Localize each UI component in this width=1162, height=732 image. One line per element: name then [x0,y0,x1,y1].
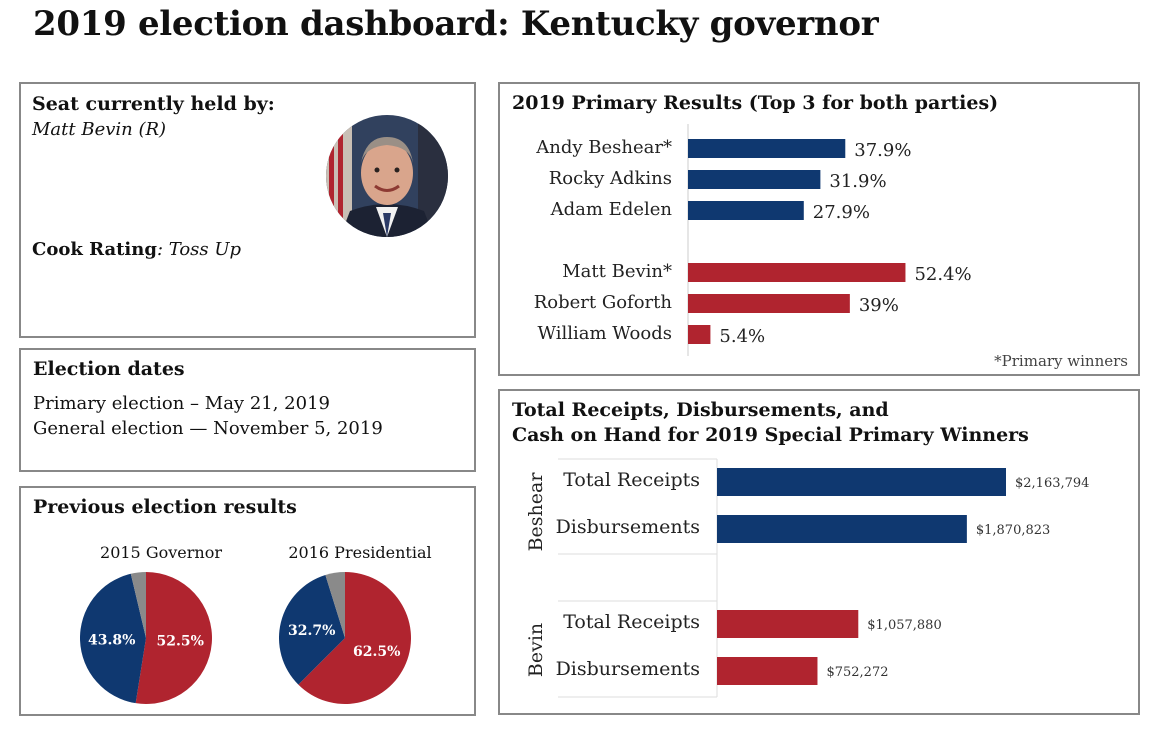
primary-panel: 2019 Primary Results (Top 3 for both par… [498,82,1140,376]
pie-slice-label: 52.5% [157,634,204,650]
bar-category-label: Disbursements [556,658,700,680]
bar-category-label: Total Receipts [563,469,700,491]
cook-rating: Cook Rating: Toss Up [32,239,241,260]
bar-dem [688,139,846,158]
seat-holder: Matt Bevin (R) [32,119,167,140]
bar-dem [717,468,1006,496]
bar-value-label: $1,870,823 [976,523,1050,538]
bar-dem [688,201,804,220]
previous-heading: Previous election results [33,496,297,518]
pie-slice-label: 62.5% [353,644,400,660]
bar-dem [717,515,967,543]
dates-panel: Election dates Primary election – May 21… [19,348,476,472]
bar-rep [717,610,859,638]
bar-rep [717,657,818,685]
bar-category-label: William Woods [538,323,672,344]
pie-charts: 2015 Governor 52.5% 43.8% 2016 Presidential… [80,543,432,704]
seat-panel: Seat currently held by: Matt Bevin (R) C… [19,82,476,338]
general-date: General election — November 5, 2019 [33,418,383,439]
finance-panel: Total Receipts, Disbursements, and Cash … [498,389,1140,715]
primary-heading: 2019 Primary Results (Top 3 for both par… [512,92,999,114]
previous-panel: Previous election results 2015 Governor 5… [19,486,476,716]
bar-value-label: $2,163,794 [1015,476,1089,491]
pie-title: 2016 Presidential [288,543,431,562]
bar-category-label: Adam Edelen [550,199,673,220]
pie-slice-label: 43.8% [88,632,135,648]
bar-value-label: 27.9% [813,202,870,223]
bar-value-label: 39% [859,295,899,316]
bar-rep [688,263,906,282]
finance-heading-line2: Cash on Hand for 2019 Special Primary Wi… [512,424,1029,446]
bar-rep [688,325,711,344]
primary-bar-chart: Andy Beshear* 37.9% Rocky Adkins 31.9% Adam … [534,124,1128,370]
bar-category-label: Rocky Adkins [549,168,672,189]
bar-category-label: Andy Beshear* [535,137,672,158]
bar-value-label: $1,057,880 [867,618,941,633]
group-label: Bevin [525,623,547,677]
bar-value-label: 31.9% [829,171,886,192]
bar-category-label: Matt Bevin* [562,261,672,282]
primary-date: Primary election – May 21, 2019 [33,393,330,414]
bar-rep [688,294,850,313]
pie-slice-dem [278,574,345,685]
pie-slice-other [325,572,345,638]
bar-category-label: Robert Goforth [534,292,673,313]
cook-rating-label: Cook Rating [32,239,157,260]
bar-dem [688,170,821,189]
bar-value-label: $752,272 [826,665,888,680]
bar-category-label: Total Receipts [563,611,700,633]
bar-value-label: 52.4% [914,264,971,285]
portrait-icon [326,115,448,237]
dates-heading: Election dates [33,358,185,380]
pie-slice-other [130,572,146,638]
avatar [326,115,448,237]
pie-slice-rep [298,572,412,704]
seat-heading: Seat currently held by: [32,93,275,115]
pie-slice-dem [80,573,146,704]
primary-winners-note: *Primary winners [994,352,1128,370]
finance-heading-line1: Total Receipts, Disbursements, and [512,399,889,421]
pie-title: 2015 Governor [100,543,222,562]
group-label: Beshear [525,472,547,552]
bar-value-label: 37.9% [854,140,911,161]
finance-bar-chart: Beshear Total Receipts $2,163,794 Disbursem… [525,458,1089,698]
pie-slice-label: 32.7% [288,623,335,639]
page-title: 2019 election dashboard: Kentucky govern… [33,4,879,44]
cook-rating-value: : Toss Up [156,239,242,260]
pie-slice-rep [135,572,213,704]
bar-category-label: Disbursements [556,516,700,538]
bar-value-label: 5.4% [719,326,765,347]
